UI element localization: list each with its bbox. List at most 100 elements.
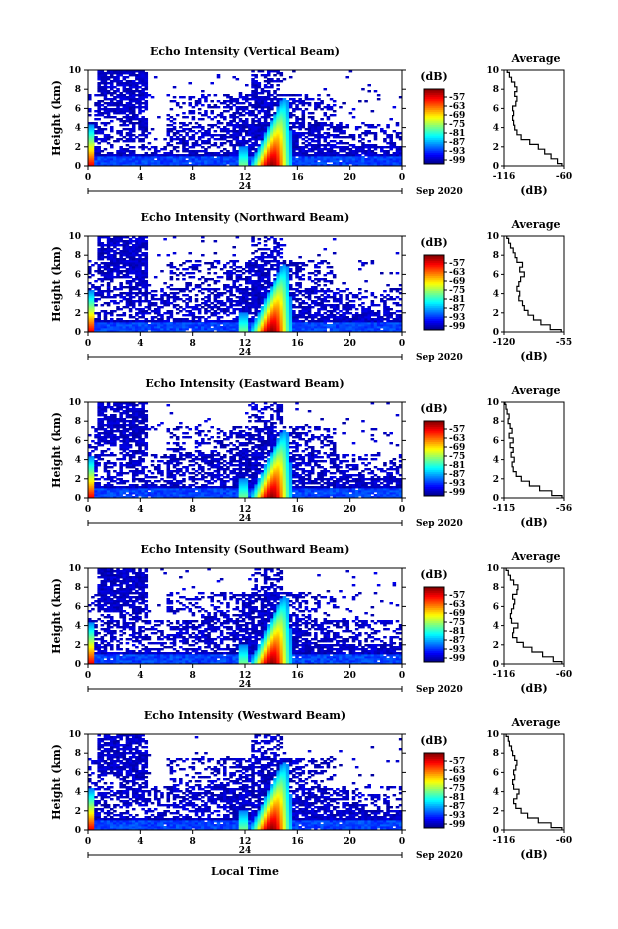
heatmap-cell bbox=[125, 276, 130, 279]
heatmap-cell bbox=[197, 264, 202, 267]
heatmap-cell bbox=[238, 102, 243, 105]
heatmap-cell bbox=[288, 144, 293, 147]
heatmap-cell bbox=[251, 130, 255, 133]
heatmap-cell bbox=[106, 142, 111, 145]
heatmap-cell bbox=[332, 162, 337, 165]
heatmap-cell bbox=[128, 322, 133, 325]
heatmap-cell bbox=[383, 130, 387, 133]
heatmap-cell bbox=[188, 138, 193, 141]
heatmap-cell bbox=[257, 256, 262, 259]
heatmap-cell bbox=[273, 256, 277, 259]
heatmap-cell bbox=[232, 148, 236, 151]
heatmap-cell bbox=[251, 70, 255, 73]
heatmap-cell bbox=[323, 122, 328, 125]
heatmap-cell bbox=[364, 164, 368, 167]
heatmap-cell bbox=[229, 160, 233, 163]
heatmap-cell bbox=[122, 248, 127, 251]
heatmap-cell bbox=[304, 102, 309, 105]
heatmap-cell bbox=[172, 86, 177, 89]
heatmap-cell bbox=[207, 134, 211, 137]
heatmap-cell bbox=[229, 100, 233, 103]
heatmap-cell bbox=[263, 252, 268, 255]
heatmap-cell bbox=[141, 140, 145, 143]
heatmap-cell bbox=[238, 156, 243, 159]
heatmap-cell bbox=[342, 132, 346, 135]
heatmap-cell bbox=[194, 140, 199, 143]
heatmap-cell bbox=[226, 162, 230, 165]
heatmap-cell bbox=[248, 94, 252, 97]
heatmap-cell bbox=[138, 270, 142, 273]
heatmap-cell bbox=[122, 322, 127, 325]
heatmap-cell bbox=[295, 142, 299, 145]
heatmap-cell bbox=[266, 164, 271, 167]
heatmap-cell bbox=[103, 314, 108, 317]
heatmap-cell bbox=[326, 158, 331, 161]
heatmap-cell bbox=[295, 116, 299, 119]
heatmap-cell bbox=[398, 154, 403, 157]
heatmap-cell bbox=[361, 262, 365, 265]
heatmap-cell bbox=[175, 320, 180, 323]
heatmap-cell bbox=[336, 316, 340, 319]
heatmap-cell bbox=[150, 146, 155, 149]
heatmap-cell bbox=[109, 268, 114, 271]
heatmap-cell bbox=[131, 84, 136, 87]
colorbar-segment bbox=[424, 115, 444, 118]
heatmap-cell bbox=[304, 144, 309, 147]
heatmap-cell bbox=[213, 138, 218, 141]
heatmap-cell bbox=[254, 124, 258, 127]
heatmap-cell bbox=[91, 450, 95, 453]
heatmap-cell bbox=[351, 146, 356, 149]
heatmap-cell bbox=[370, 162, 375, 165]
heatmap-cell bbox=[88, 318, 92, 321]
heatmap-cell bbox=[310, 156, 315, 159]
heatmap-cell bbox=[175, 160, 180, 163]
heatmap-cell bbox=[263, 244, 268, 247]
heatmap-cell bbox=[260, 152, 265, 155]
heatmap-cell bbox=[191, 306, 196, 309]
heatmap-cell bbox=[122, 120, 127, 123]
heatmap-cell bbox=[109, 80, 114, 83]
heatmap-cell bbox=[213, 94, 218, 97]
heatmap-cell bbox=[210, 308, 214, 311]
heatmap-cell bbox=[260, 146, 265, 149]
heatmap-cell bbox=[298, 160, 302, 163]
heatmap-cell bbox=[191, 106, 196, 109]
heatmap-cell bbox=[285, 118, 290, 121]
heatmap-cell bbox=[194, 294, 199, 297]
heatmap-cell bbox=[232, 76, 236, 79]
heatmap-cell bbox=[389, 308, 393, 311]
heatmap-cell bbox=[153, 302, 158, 305]
heatmap-cell bbox=[207, 156, 211, 159]
heatmap-cell bbox=[288, 284, 293, 287]
heatmap-cell bbox=[298, 298, 302, 301]
heatmap-cell bbox=[298, 118, 302, 121]
heatmap-cell bbox=[270, 152, 274, 155]
heatmap-cell bbox=[144, 310, 149, 313]
heatmap-cell bbox=[144, 162, 149, 165]
heatmap-cell bbox=[248, 298, 252, 301]
heatmap-cell bbox=[298, 256, 302, 259]
heatmap-cell bbox=[351, 152, 356, 155]
heatmap-cell bbox=[122, 266, 127, 269]
heatmap-cell bbox=[179, 318, 183, 321]
heatmap-cell bbox=[100, 250, 105, 253]
heatmap-cell bbox=[380, 272, 384, 275]
heatmap-cell bbox=[282, 162, 287, 165]
heatmap-cell bbox=[91, 142, 95, 145]
heatmap-cell bbox=[266, 254, 271, 257]
heatmap-cell bbox=[175, 304, 180, 307]
heatmap-cell bbox=[197, 326, 202, 329]
heatmap-cell bbox=[273, 142, 277, 145]
heatmap-cell bbox=[138, 288, 142, 291]
heatmap-cell bbox=[219, 308, 224, 311]
heatmap-cell bbox=[317, 132, 321, 135]
heatmap-cell bbox=[179, 158, 183, 161]
heatmap-cell bbox=[88, 290, 92, 293]
heatmap-cell bbox=[147, 304, 152, 307]
heatmap-cell bbox=[113, 244, 117, 247]
heatmap-cell bbox=[135, 326, 139, 329]
heatmap-cell bbox=[251, 252, 255, 255]
heatmap-cell bbox=[235, 154, 240, 157]
heatmap-cell bbox=[179, 330, 183, 333]
heatmap-cell bbox=[317, 148, 321, 151]
